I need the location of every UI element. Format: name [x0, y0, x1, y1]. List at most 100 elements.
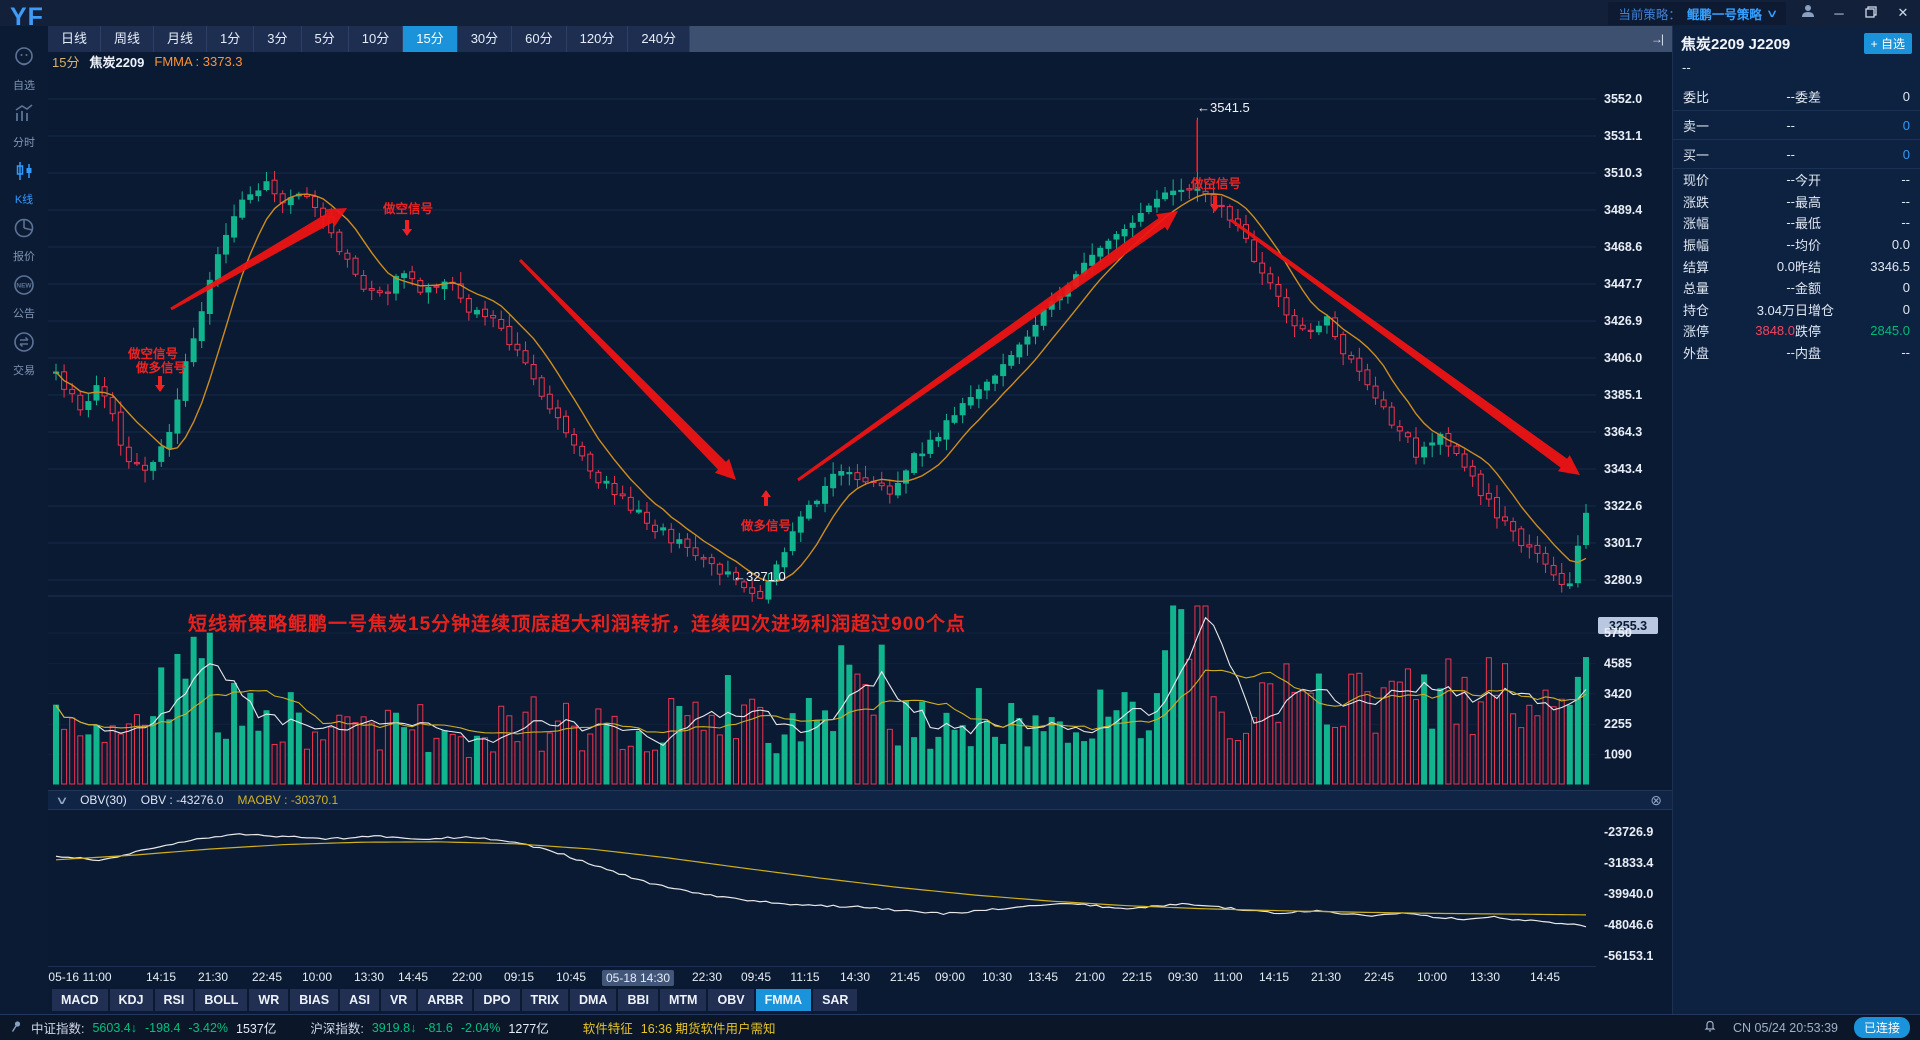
sidebar-item-交易[interactable]: 交易: [0, 325, 48, 382]
strategy-banner-text: 短线新策略鲲鹏一号焦炭15分钟连续顶底超大利润转折，连续四次进场利润超过900个…: [188, 614, 966, 635]
sidebar-item-公告[interactable]: NEW 公告: [0, 268, 48, 325]
timeframe-tab-月线[interactable]: 月线: [154, 26, 208, 52]
chevron-down-icon[interactable]: ∨: [55, 794, 69, 807]
volume-tick: 4585: [1604, 656, 1632, 670]
timeframe-tab-15分[interactable]: 15分: [403, 26, 458, 52]
quote-panel: 焦炭2209 J2209 + 自选 -- 委比 -- 委差 0 卖一 -- 0 买一 -- 0 现价…: [1672, 26, 1920, 1014]
timeframe-tab-10分[interactable]: 10分: [348, 26, 404, 52]
indicator-tab-BBI[interactable]: BBI: [618, 989, 658, 1011]
time-axis-label: 05-18 14:30: [601, 970, 675, 986]
indicator-tab-RSI[interactable]: RSI: [154, 989, 194, 1011]
price-tick: 3531.1: [1604, 129, 1642, 143]
timeframe-tab-60分[interactable]: 60分: [512, 26, 567, 52]
pushpin-icon[interactable]: [10, 1020, 23, 1036]
maobv-value: MAOBV : -30370.1: [237, 793, 339, 807]
obv-name: OBV(30): [80, 793, 127, 807]
price-tick: 3280.9: [1604, 573, 1642, 587]
timeframe-tab-周线[interactable]: 周线: [101, 26, 155, 52]
signal-label: 做多信号: [740, 518, 791, 533]
timeframe-tab-30分[interactable]: 30分: [457, 26, 513, 52]
indicator-tab-BOLL[interactable]: BOLL: [195, 989, 248, 1011]
time-axis-label: 22:15: [1121, 970, 1153, 984]
timeframe-tab-240分[interactable]: 240分: [628, 26, 691, 52]
volume-tick: 3420: [1604, 687, 1632, 701]
time-axis-label: 22:30: [691, 970, 723, 984]
time-axis-label: 14:15: [1258, 970, 1290, 984]
timeframe-tab-1分[interactable]: 1分: [207, 26, 255, 52]
index1-change: -198.4: [144, 1020, 181, 1035]
time-axis-label: 10:30: [981, 970, 1013, 984]
time-axis-label: 10:45: [555, 970, 587, 984]
time-axis: 05-16 11:00 14:15 21:30 22:45 10:00 13:30 14:4…: [48, 966, 1596, 988]
signal-down-arrow-icon: [402, 220, 412, 236]
user-icon[interactable]: [1800, 3, 1816, 24]
timeframe-tab-120分[interactable]: 120分: [566, 26, 629, 52]
sidebar-item-分时[interactable]: 分时: [0, 97, 48, 154]
indicator-tab-KDJ[interactable]: KDJ: [109, 989, 153, 1011]
timeframe-tab-日线[interactable]: 日线: [48, 26, 102, 52]
price-tick: 3322.6: [1604, 499, 1642, 513]
notice-user-link[interactable]: 16:36 期货软件用户需知: [640, 1022, 776, 1036]
notice-feature-link[interactable]: 软件特征: [582, 1022, 633, 1036]
trend-arrow: [170, 208, 347, 311]
time-axis-label: 21:30: [197, 970, 229, 984]
indicator-tab-MTM[interactable]: MTM: [660, 989, 707, 1011]
index2-label: 沪深指数:: [310, 1022, 364, 1036]
time-axis-label: 10:00: [1416, 970, 1448, 984]
indicator-tab-VR[interactable]: VR: [380, 989, 417, 1011]
timeframe-tab-3分[interactable]: 3分: [254, 26, 302, 52]
price-tick: 3447.7: [1604, 277, 1642, 291]
time-axis-label: 13:45: [1027, 970, 1059, 984]
bell-icon[interactable]: [1703, 1019, 1717, 1036]
circle-close-icon[interactable]: ⊗: [1650, 791, 1662, 808]
chevron-down-icon: ∨: [1765, 7, 1779, 20]
clock-text: CN 05/24 20:53:39: [1733, 1020, 1838, 1035]
sidebar-item-自选[interactable]: 自选: [0, 40, 48, 97]
index1-pct: -3.42%: [188, 1020, 229, 1035]
obv-tick: -56153.1: [1604, 949, 1653, 963]
trade-transfer-icon: [12, 330, 36, 359]
price-tick: 3552.0: [1604, 92, 1642, 106]
obv-indicator-header: ∨ OBV(30) OBV : -43276.0 MAOBV : -30370.…: [48, 790, 1672, 810]
indicator-tab-DMA[interactable]: DMA: [570, 989, 617, 1011]
indicator-tab-ARBR[interactable]: ARBR: [418, 989, 473, 1011]
collapse-panel-icon[interactable]: →|: [1650, 32, 1664, 46]
sidebar-nav: 自选 分时 K线 报价 NEW 公告 交易: [0, 26, 48, 1014]
indicator-tab-WR[interactable]: WR: [249, 989, 289, 1011]
obv-tick: -31833.4: [1604, 856, 1653, 870]
connection-status-badge[interactable]: 已连接: [1853, 1017, 1910, 1038]
indicator-tab-SAR[interactable]: SAR: [813, 989, 858, 1011]
volume-tick: 1090: [1604, 748, 1632, 762]
status-bar: 中证指数: 5603.4↓ -198.4 -3.42% 1537亿 沪深指数: …: [0, 1014, 1920, 1040]
quote-row-总量: 总量 -- 金额 0: [1683, 280, 1910, 297]
svg-text:NEW: NEW: [16, 282, 32, 289]
add-watchlist-button[interactable]: + 自选: [1863, 32, 1912, 54]
indicator-tab-OBV[interactable]: OBV: [708, 989, 754, 1011]
minimize-button[interactable]: ─: [1834, 5, 1844, 21]
time-axis-label: 09:15: [503, 970, 535, 984]
timeframe-tab-5分[interactable]: 5分: [301, 26, 349, 52]
indicator-tab-ASI[interactable]: ASI: [340, 989, 379, 1011]
sidebar-item-K线[interactable]: K线: [0, 154, 48, 211]
indicator-tab-MACD[interactable]: MACD: [52, 989, 108, 1011]
chart-period-label: 15分: [52, 54, 80, 70]
indicator-tab-TRIX[interactable]: TRIX: [521, 989, 568, 1011]
indicator-tab-FMMA[interactable]: FMMA: [755, 989, 812, 1011]
restore-button[interactable]: [1862, 5, 1880, 21]
indicator-tab-BIAS[interactable]: BIAS: [290, 989, 339, 1011]
quote-row-外盘: 外盘 -- 内盘 --: [1683, 345, 1910, 362]
sidebar-item-报价[interactable]: 报价: [0, 211, 48, 268]
price-tick: 3489.4: [1604, 203, 1642, 217]
time-axis-label: 09:30: [1167, 970, 1199, 984]
price-tick: 3510.3: [1604, 166, 1642, 180]
obv-tick: -48046.6: [1604, 918, 1653, 932]
current-strategy-dropdown[interactable]: 当前策略： 鲲鹏一号策略 ∨: [1608, 1, 1786, 25]
quotes-pie-icon: [12, 216, 36, 245]
indicator-tab-DPO[interactable]: DPO: [474, 989, 520, 1011]
close-button[interactable]: ✕: [1897, 5, 1909, 20]
signal-down-arrow-icon: [1210, 196, 1220, 212]
new-badge-icon: NEW: [12, 273, 36, 302]
quote-empty-value: --: [1682, 60, 1691, 75]
